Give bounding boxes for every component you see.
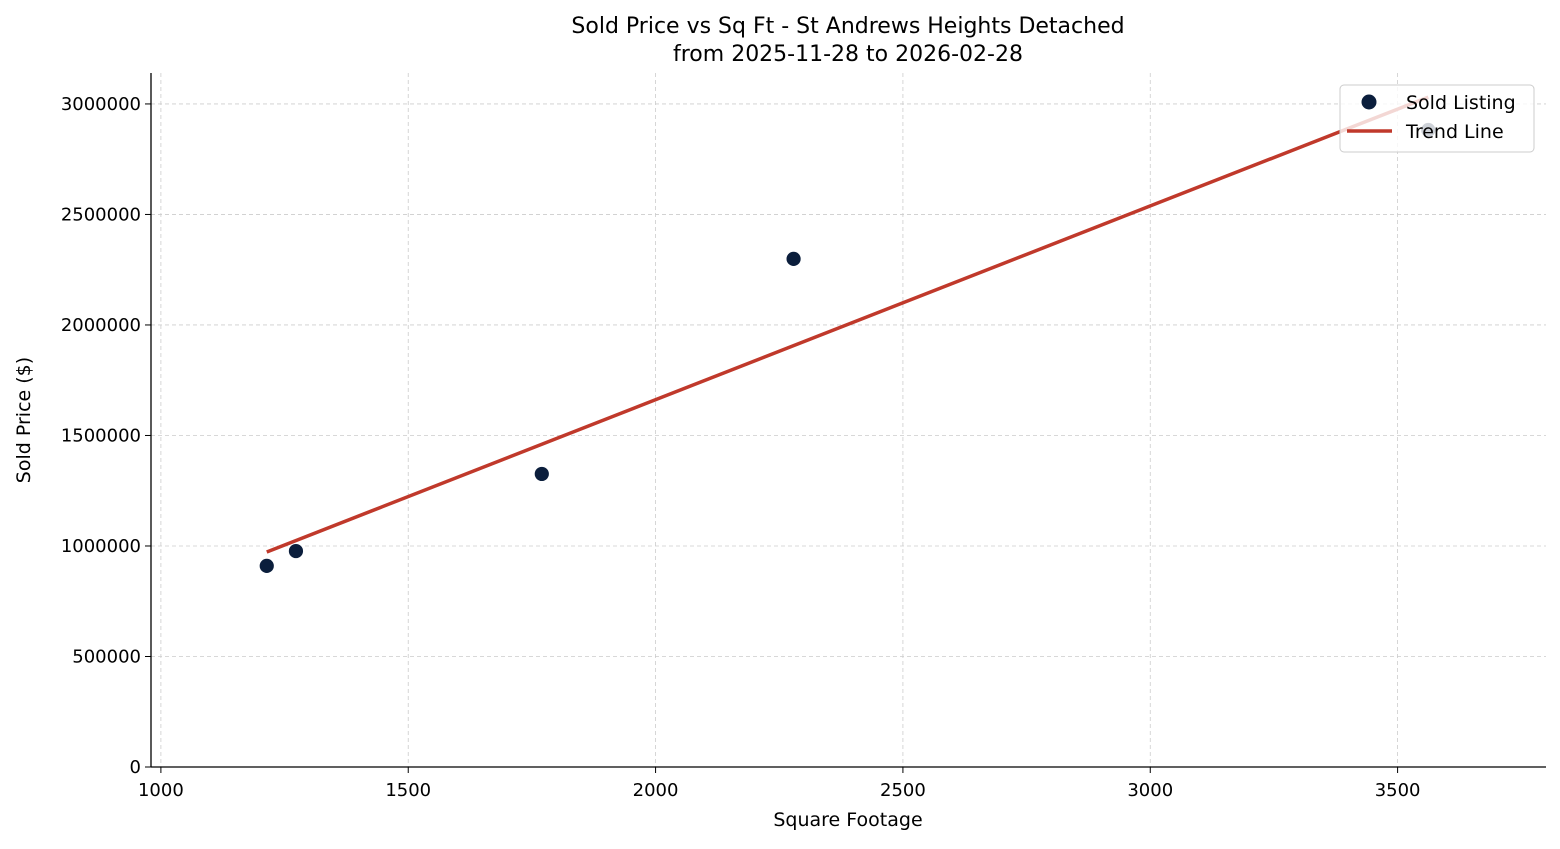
data-point xyxy=(258,557,275,574)
data-point xyxy=(785,250,802,267)
legend: Sold Listing Trend Line xyxy=(1339,84,1535,153)
data-point xyxy=(288,543,304,559)
legend-label-trend-line: Trend Line xyxy=(1405,121,1504,143)
y-tick-label: 3000000 xyxy=(61,94,141,115)
x-tick-label: 1000 xyxy=(138,780,184,801)
x-tick-label: 1500 xyxy=(385,780,431,801)
y-tick-label: 0 xyxy=(130,757,141,778)
x-tick-label: 3000 xyxy=(1127,780,1173,801)
legend-marker-sold-listing xyxy=(1361,94,1377,110)
trend-line xyxy=(266,95,1429,554)
points-group xyxy=(258,122,1437,574)
y-tick-label: 500000 xyxy=(72,646,141,667)
grid xyxy=(151,73,1546,768)
data-point xyxy=(533,466,550,482)
x-tick-label: 3500 xyxy=(1375,780,1421,801)
x-tick-label: 2500 xyxy=(880,780,926,801)
y-tick-label: 1000000 xyxy=(61,536,141,557)
legend-box xyxy=(1339,84,1535,153)
ticks: 1000 1500 2000 2500 3000 3500 0 500000 1000000 15… xyxy=(61,94,1421,801)
y-tick-label: 2000000 xyxy=(61,315,141,336)
chart-subtitle: from 2025-11-28 to 2026-02-28 xyxy=(673,42,1023,67)
y-tick-label: 2500000 xyxy=(61,204,141,225)
x-tick-label: 2000 xyxy=(633,780,679,801)
x-axis-label: Square Footage xyxy=(773,809,922,831)
y-axis-label: Sold Price ($) xyxy=(13,357,35,483)
chart-title: Sold Price vs Sq Ft - St Andrews Heights… xyxy=(571,14,1124,39)
legend-label-sold-listing: Sold Listing xyxy=(1406,92,1516,114)
trend-line-group xyxy=(266,95,1429,554)
y-tick-label: 1500000 xyxy=(61,425,141,446)
